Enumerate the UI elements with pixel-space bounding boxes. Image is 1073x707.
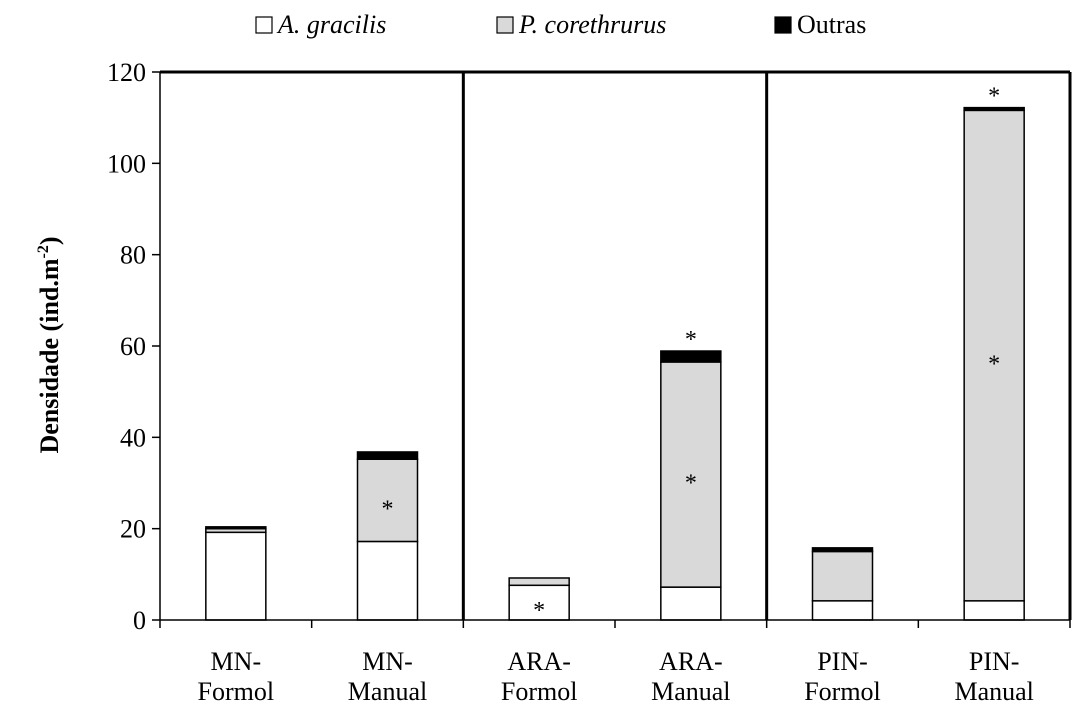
bar-segment	[205, 531, 267, 621]
bar-segment	[660, 350, 722, 363]
legend-label: P. corethrurus	[518, 10, 666, 39]
bar-segment	[356, 451, 419, 461]
bar-segment	[811, 547, 874, 553]
x-tick-label-line: MN-	[211, 647, 262, 676]
bar-segment	[508, 577, 570, 587]
significance-marker: *	[988, 84, 1000, 110]
y-tick-label: 20	[120, 515, 146, 544]
bar-segment	[811, 600, 874, 621]
x-tick-label-line: Manual	[954, 677, 1033, 706]
x-tick-label: PIN-Formol	[804, 647, 881, 706]
significance-marker: *	[533, 598, 545, 624]
bar-segment	[963, 109, 1025, 602]
legend-swatch	[774, 16, 792, 34]
bar-segment	[963, 600, 1025, 621]
y-tick-label: 60	[120, 332, 146, 361]
bar-segment	[205, 526, 267, 530]
y-tick-label: 120	[107, 58, 146, 87]
x-tick-label: ARA-Formol	[501, 647, 578, 706]
x-tick-label-line: Formol	[198, 677, 275, 706]
x-tick-label-line: Manual	[348, 677, 427, 706]
bar-segment	[660, 586, 722, 621]
x-tick-label-line: PIN-	[817, 647, 868, 676]
legend-label: Outras	[797, 10, 866, 39]
bar-segment	[356, 540, 419, 621]
significance-marker: *	[988, 352, 1000, 378]
significance-marker: *	[685, 471, 697, 497]
x-tick-label: MN-Formol	[198, 647, 275, 706]
y-axis: 0 20 40 60 80 100 120	[107, 58, 161, 635]
y-axis-label: Densidade (ind.m-2)	[35, 236, 64, 453]
x-tick-label-line: ARA-	[507, 647, 571, 676]
legend: A. gracilis P. corethrurus Outras	[255, 10, 866, 39]
bar-segment	[356, 458, 419, 543]
x-tick-label: ARA-Manual	[651, 647, 730, 706]
x-axis: MN-FormolMN-ManualARA-FormolARA-ManualPI…	[159, 619, 1071, 706]
plot-area: * * * * * *	[160, 70, 1072, 624]
y-tick-label: 40	[120, 423, 146, 452]
x-tick-label-line: MN-	[362, 647, 413, 676]
legend-swatch	[255, 16, 273, 34]
x-tick-label: MN-Manual	[348, 647, 427, 706]
y-tick-label: 100	[107, 149, 146, 178]
x-tick-label-line: Formol	[804, 677, 881, 706]
significance-marker: *	[382, 496, 394, 522]
x-tick-label-line: PIN-	[969, 647, 1020, 676]
y-tick-label: 0	[133, 606, 146, 635]
x-tick-label-line: Manual	[651, 677, 730, 706]
bar-segment	[963, 106, 1025, 112]
x-tick-label-line: ARA-	[659, 647, 723, 676]
significance-marker: *	[685, 327, 697, 353]
bar-segment	[811, 550, 874, 602]
y-tick-label: 80	[120, 241, 146, 270]
legend-label: A. gracilis	[276, 10, 386, 39]
x-tick-label-line: Formol	[501, 677, 578, 706]
bar-segment	[660, 361, 722, 588]
legend-swatch	[496, 16, 514, 34]
x-tick-label: PIN-Manual	[954, 647, 1033, 706]
